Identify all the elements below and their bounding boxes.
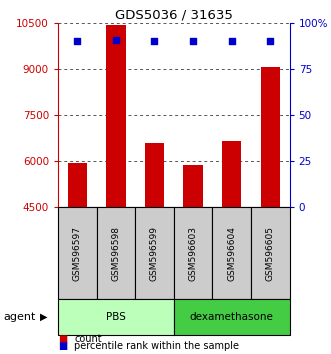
Bar: [183, 165, 203, 207]
Text: GSM596598: GSM596598: [111, 225, 120, 281]
Text: dexamethasone: dexamethasone: [190, 312, 274, 322]
Point: [74, 39, 80, 44]
Point: [152, 39, 157, 44]
Bar: [68, 162, 87, 207]
Bar: [135, 207, 174, 299]
Point: [268, 39, 273, 44]
Bar: [174, 207, 213, 299]
Text: PBS: PBS: [106, 312, 126, 322]
Text: GSM596604: GSM596604: [227, 225, 236, 281]
Point: [229, 39, 234, 44]
Bar: [97, 207, 135, 299]
Bar: [260, 68, 280, 207]
Text: ▶: ▶: [40, 312, 47, 322]
Text: GSM596599: GSM596599: [150, 225, 159, 281]
Title: GDS5036 / 31635: GDS5036 / 31635: [115, 9, 233, 22]
Point: [190, 39, 196, 44]
Text: ■: ■: [58, 341, 67, 350]
Bar: [145, 143, 164, 207]
Bar: [222, 142, 241, 207]
Bar: [58, 299, 174, 335]
Text: GSM596605: GSM596605: [266, 225, 275, 281]
Text: ■: ■: [58, 334, 67, 344]
Bar: [58, 207, 97, 299]
Bar: [106, 25, 125, 207]
Text: count: count: [74, 334, 102, 344]
Text: percentile rank within the sample: percentile rank within the sample: [74, 341, 239, 350]
Bar: [174, 299, 290, 335]
Bar: [251, 207, 290, 299]
Text: agent: agent: [3, 312, 36, 322]
Text: GSM596603: GSM596603: [189, 225, 198, 281]
Bar: [213, 207, 251, 299]
Point: [113, 37, 118, 42]
Text: GSM596597: GSM596597: [73, 225, 82, 281]
